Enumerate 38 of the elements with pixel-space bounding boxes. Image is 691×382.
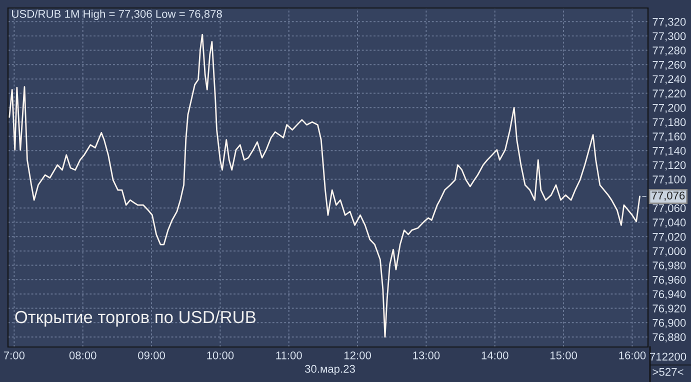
x-tick-label: 10:00 <box>207 351 234 360</box>
x-tick-label: 16:00 <box>619 351 646 360</box>
y-tick-label: 76,900 <box>652 318 686 328</box>
y-tick-label: 76,940 <box>652 290 686 300</box>
x-tick-label: 7:00 <box>4 351 25 360</box>
y-tick-label: 77,320 <box>652 18 686 28</box>
text: Открытие торгов по USD/RUB <box>15 310 256 327</box>
y-tick-label: 77,160 <box>652 132 686 142</box>
x-tick-label: 14:00 <box>482 351 508 360</box>
text: 712200 >527< <box>650 352 686 376</box>
x-tick-label: 12:00 <box>344 351 371 360</box>
line-series <box>8 34 640 338</box>
y-tick-label: 77,300 <box>652 32 686 42</box>
y-tick-label: 77,180 <box>652 118 686 128</box>
y-tick-label: 76,980 <box>652 262 686 271</box>
y-tick-label: 77,140 <box>652 146 686 156</box>
y-tick-label: 76,960 <box>652 276 686 286</box>
y-tick-label: 77,220 <box>652 90 686 99</box>
y-tick-label: 77,040 <box>652 218 686 228</box>
y-tick-label: 77,260 <box>652 60 686 70</box>
y-tick-label: 77,020 <box>652 232 686 242</box>
chart-title: USD/RUB 1M High = 77,306 Low = 76,878 <box>12 10 222 20</box>
y-tick-label: 77,060 <box>652 204 686 214</box>
y-tick-label: 77,000 <box>652 247 686 256</box>
annotation: 77,076 <box>652 192 685 201</box>
x-tick-label: 11:00 <box>276 351 302 360</box>
y-tick-label: 77,240 <box>652 75 686 84</box>
x-tick-label: 15:00 <box>550 351 578 360</box>
text: 30.мар.23 <box>304 364 355 375</box>
x-tick-label: 09:00 <box>138 351 165 360</box>
x-tick-label: 13:00 <box>413 351 440 360</box>
y-tick-label: 76,880 <box>652 333 686 342</box>
x-tick-label: 08:00 <box>69 351 96 360</box>
y-tick-label: 76,920 <box>652 304 686 314</box>
y-tick-label: 77,120 <box>652 161 686 170</box>
y-tick-label: 77,200 <box>652 104 686 114</box>
y-tick-label: 77,100 <box>652 176 686 185</box>
y-tick-label: 77,280 <box>652 46 686 56</box>
